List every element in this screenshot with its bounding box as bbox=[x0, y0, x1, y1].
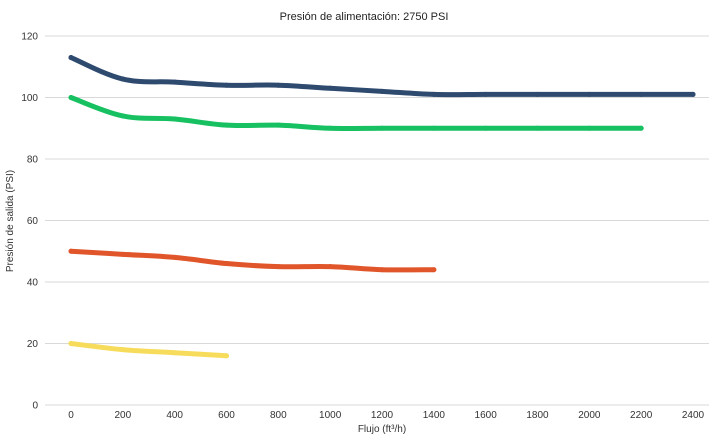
x-tick-label: 1800 bbox=[526, 410, 549, 421]
x-tick-label: 1400 bbox=[423, 410, 446, 421]
data-point bbox=[327, 85, 333, 91]
series-line bbox=[68, 248, 437, 273]
data-point bbox=[172, 350, 178, 356]
data-point bbox=[379, 267, 385, 273]
x-axis-label: Flujo (ft³/h) bbox=[358, 424, 406, 435]
data-point bbox=[68, 341, 74, 346]
data-point bbox=[483, 125, 489, 131]
y-tick-label: 60 bbox=[27, 216, 39, 227]
x-tick-label: 2400 bbox=[682, 410, 705, 421]
series-line bbox=[68, 95, 644, 131]
data-point bbox=[431, 125, 437, 131]
x-tick-label: 0 bbox=[68, 410, 74, 421]
x-axis-ticks: 0 200 400 600 800 1000 1200 1400 1600 1800 2000 220… bbox=[68, 410, 704, 421]
data-point bbox=[638, 91, 644, 97]
data-point bbox=[327, 125, 333, 131]
y-tick-label: 80 bbox=[27, 155, 39, 166]
data-point bbox=[535, 91, 540, 97]
x-tick-label: 2000 bbox=[578, 410, 601, 421]
x-tick-label: 1200 bbox=[371, 410, 394, 421]
data-point bbox=[690, 91, 696, 97]
y-tick-label: 0 bbox=[32, 401, 38, 412]
data-point bbox=[172, 79, 178, 85]
data-point bbox=[120, 113, 126, 119]
data-point bbox=[68, 248, 74, 254]
data-point bbox=[431, 91, 437, 97]
data-point bbox=[483, 91, 489, 97]
y-tick-label: 120 bbox=[21, 32, 38, 43]
x-tick-label: 800 bbox=[270, 410, 287, 421]
y-tick-label: 20 bbox=[27, 339, 39, 350]
x-tick-label: 1000 bbox=[319, 410, 342, 421]
data-point bbox=[379, 88, 385, 94]
data-point bbox=[379, 125, 385, 131]
data-point bbox=[535, 125, 540, 131]
grid-layer bbox=[45, 35, 709, 406]
data-point bbox=[224, 353, 229, 359]
data-point bbox=[275, 82, 281, 88]
data-point bbox=[120, 347, 126, 353]
x-tick-label: 600 bbox=[218, 410, 235, 421]
data-point bbox=[172, 116, 178, 122]
series-4 bbox=[68, 341, 229, 359]
x-tick-label: 200 bbox=[114, 410, 131, 421]
data-point bbox=[224, 82, 229, 88]
series-layer bbox=[68, 55, 696, 359]
series-line bbox=[68, 341, 229, 359]
series-2 bbox=[68, 95, 644, 131]
data-point bbox=[172, 254, 178, 260]
data-point bbox=[586, 91, 592, 97]
series-1 bbox=[68, 55, 696, 98]
y-axis-label: Presión de salida (PSI) bbox=[5, 170, 16, 272]
chart-title: Presión de alimentación: 2750 PSI bbox=[280, 11, 449, 23]
x-tick-label: 1600 bbox=[475, 410, 498, 421]
data-point bbox=[120, 251, 126, 257]
series-3 bbox=[68, 248, 437, 273]
x-tick-label: 2200 bbox=[630, 410, 653, 421]
data-point bbox=[120, 76, 126, 82]
data-point bbox=[275, 122, 281, 128]
data-point bbox=[327, 264, 333, 270]
data-point bbox=[224, 122, 229, 128]
y-axis-ticks: 0 20 40 60 80 100 120 bbox=[21, 32, 38, 412]
y-tick-label: 40 bbox=[27, 278, 39, 289]
data-point bbox=[431, 267, 437, 273]
data-point bbox=[68, 55, 74, 61]
data-point bbox=[275, 264, 281, 270]
data-point bbox=[638, 125, 644, 131]
y-tick-label: 100 bbox=[21, 93, 38, 104]
data-point bbox=[586, 125, 592, 131]
data-point bbox=[68, 95, 74, 100]
x-tick-label: 400 bbox=[166, 410, 183, 421]
data-point bbox=[224, 261, 229, 267]
